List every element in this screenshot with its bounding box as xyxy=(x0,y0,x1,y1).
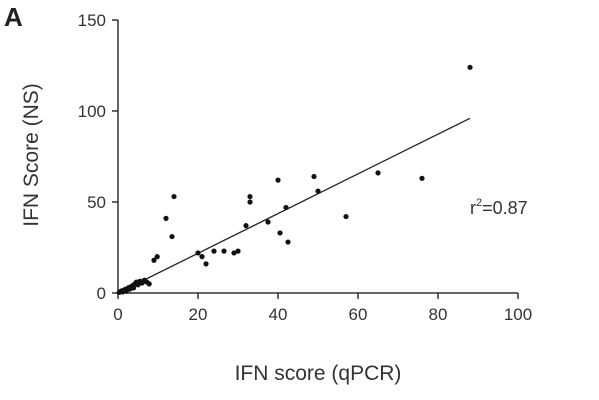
data-point xyxy=(169,233,175,240)
data-point xyxy=(151,257,157,263)
data-point xyxy=(131,285,137,291)
x-tick-label: 20 xyxy=(189,305,208,324)
data-point xyxy=(375,170,381,176)
x-tick-label: 60 xyxy=(349,305,368,324)
data-point xyxy=(199,254,205,260)
data-point xyxy=(231,250,237,256)
data-point xyxy=(235,248,241,254)
y-tick-label: 50 xyxy=(87,193,106,212)
data-point xyxy=(221,248,227,254)
x-tick-label: 80 xyxy=(429,305,448,324)
r-squared-annotation: r2=0.87 xyxy=(470,197,528,218)
data-point xyxy=(277,230,283,236)
r-squared-sup: 2 xyxy=(476,197,482,209)
r-squared-value: =0.87 xyxy=(482,198,528,218)
data-point xyxy=(146,281,152,287)
data-point xyxy=(283,204,289,211)
data-point xyxy=(171,193,177,200)
y-tick-label: 100 xyxy=(78,102,106,121)
data-point xyxy=(195,250,201,256)
data-point xyxy=(247,199,253,205)
data-point xyxy=(265,219,271,225)
data-point xyxy=(311,173,317,180)
data-point xyxy=(163,215,169,221)
data-point xyxy=(243,223,249,229)
data-point xyxy=(203,261,209,267)
x-tick-label: 40 xyxy=(269,305,288,324)
data-point xyxy=(247,193,253,200)
y-tick-label: 0 xyxy=(97,284,106,303)
regression-line xyxy=(117,117,471,294)
data-point xyxy=(419,175,425,181)
data-point xyxy=(154,254,160,260)
axes-layer xyxy=(117,20,518,294)
points-layer xyxy=(116,64,473,296)
data-point xyxy=(211,248,217,254)
data-point xyxy=(315,188,321,194)
ticks-layer: 0 20 40 60 80 100 0 50 100 150 xyxy=(78,11,533,324)
data-point xyxy=(467,64,473,70)
y-axis-title: IFN Score (NS) xyxy=(20,83,43,227)
x-tick-label: 100 xyxy=(504,305,532,324)
panel-label: A xyxy=(4,2,23,32)
data-point xyxy=(285,239,291,245)
x-tick-label: 0 xyxy=(113,305,122,324)
x-axis-title: IFN score (qPCR) xyxy=(235,362,402,385)
r-squared-prefix: r xyxy=(470,198,476,218)
data-point xyxy=(275,177,281,183)
y-tick-label: 150 xyxy=(78,11,106,30)
data-point xyxy=(343,213,349,220)
